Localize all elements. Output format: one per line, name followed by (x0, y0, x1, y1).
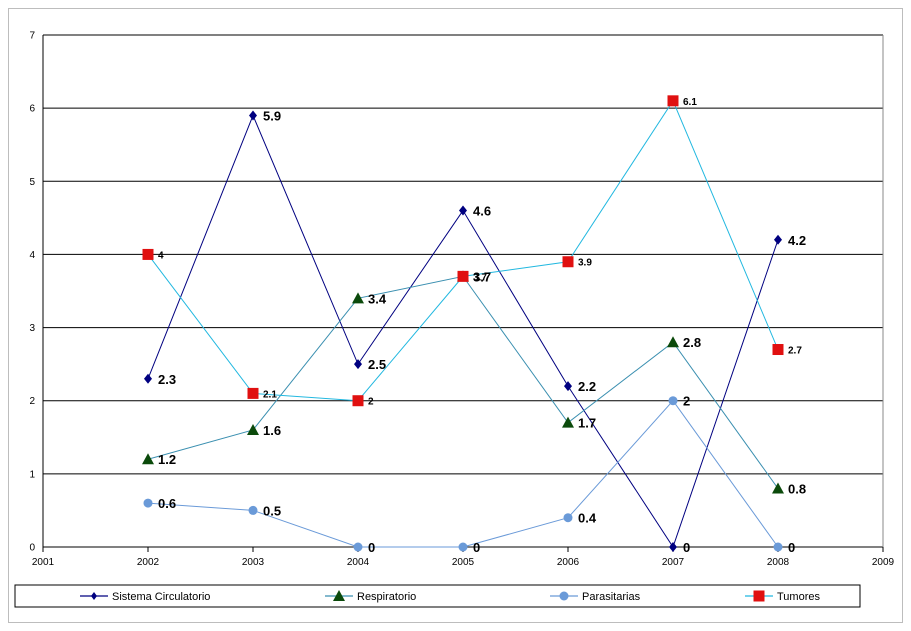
data-label-respiratorio: 1.2 (158, 452, 176, 467)
legend-label-respiratorio: Respiratorio (357, 591, 416, 603)
legend-label-parasitarias: Parasitarias (582, 591, 641, 603)
data-label-respiratorio: 1.6 (263, 423, 281, 438)
y-tick-label: 7 (29, 31, 35, 42)
legend-label-sistema-circulatorio: Sistema Circulatorio (112, 591, 210, 603)
data-label-tumores: 3.9 (578, 258, 592, 269)
gridlines (43, 34, 883, 548)
x-tick-label: 2006 (557, 557, 580, 568)
data-point-respiratorio (667, 336, 679, 348)
x-tick-label: 2008 (767, 557, 790, 568)
legend-marker-sistema-circulatorio (91, 592, 97, 600)
data-label-sistema-circulatorio: 2.5 (368, 357, 386, 372)
data-label-respiratorio: 3.7 (473, 269, 491, 284)
legend: Sistema Circulatorio Respiratorio Parasita… (14, 584, 861, 608)
data-label-tumores: 2.7 (788, 346, 802, 357)
data-point-sistema-circulatorio (669, 542, 677, 552)
legend-marker-tumores (753, 590, 765, 602)
x-tick-label: 2004 (347, 557, 370, 568)
axes (42, 35, 884, 552)
x-tick-label: 2003 (242, 557, 265, 568)
data-label-sistema-circulatorio: 2.3 (158, 372, 176, 387)
data-point-tumores (667, 95, 679, 107)
data-point-tumores (457, 270, 469, 282)
y-tick-label: 6 (29, 104, 35, 115)
data-point-respiratorio (142, 453, 154, 465)
data-label-respiratorio: 0.8 (788, 481, 806, 496)
data-label-tumores: 2.1 (263, 389, 277, 400)
x-tick-label: 2007 (662, 557, 685, 568)
data-point-tumores (562, 256, 574, 268)
data-label-parasitarias: 0 (368, 540, 375, 555)
data-point-parasitarias (668, 396, 678, 406)
data-label-parasitarias: 0 (788, 540, 795, 555)
data-label-sistema-circulatorio: 0 (683, 540, 690, 555)
data-point-sistema-circulatorio (564, 381, 572, 392)
chart-frame (8, 8, 903, 623)
data-point-respiratorio (562, 416, 574, 428)
y-tick-label: 5 (29, 177, 35, 188)
data-point-sistema-circulatorio (354, 359, 362, 370)
data-point-parasitarias (563, 513, 573, 523)
legend-box (14, 584, 861, 608)
data-point-tumores (352, 395, 364, 407)
y-tick-label: 2 (29, 396, 35, 407)
y-tick-labels: 0 1 2 3 4 5 6 7 (29, 31, 35, 554)
data-label-respiratorio: 3.4 (368, 291, 387, 306)
series-line-sistema-circulatorio (147, 114, 779, 549)
x-tick-label: 2009 (872, 557, 895, 568)
series-line-respiratorio (147, 275, 779, 489)
data-point-tumores (142, 248, 154, 260)
data-label-respiratorio: 2.8 (683, 335, 701, 350)
x-tick-label: 2005 (452, 557, 475, 568)
series-line-tumores (147, 99, 779, 402)
legend-marker-parasitarias (559, 591, 569, 601)
data-label-parasitarias: 0.5 (263, 503, 281, 518)
y-tick-label: 3 (29, 323, 35, 334)
data-label-respiratorio: 1.7 (578, 416, 596, 431)
data-point-parasitarias (458, 542, 468, 552)
legend-label-tumores: Tumores (777, 591, 820, 603)
data-label-tumores: 2 (368, 397, 374, 408)
legend-marker-respiratorio (333, 590, 345, 601)
data-point-sistema-circulatorio (144, 373, 152, 384)
data-label-sistema-circulatorio: 4.6 (473, 204, 491, 219)
x-tick-label: 2001 (32, 557, 55, 568)
data-label-parasitarias: 0 (473, 540, 480, 555)
data-point-parasitarias (353, 542, 363, 552)
data-point-sistema-circulatorio (774, 234, 782, 245)
y-tick-label: 1 (29, 469, 35, 480)
data-point-respiratorio (247, 423, 259, 435)
data-point-respiratorio (352, 292, 364, 304)
data-point-tumores (247, 387, 259, 399)
data-point-tumores (772, 344, 784, 356)
data-label-tumores: 4 (158, 250, 164, 261)
data-point-sistema-circulatorio (249, 110, 257, 121)
data-label-parasitarias: 0.4 (578, 511, 597, 526)
x-tick-labels: 2001 2002 2003 2004 2005 2006 2007 2008 2009 (32, 557, 895, 568)
data-label-parasitarias: 0.6 (158, 496, 176, 511)
data-label-tumores: 3.7 (473, 272, 487, 283)
y-tick-label: 4 (29, 250, 35, 261)
data-label-parasitarias: 2 (683, 394, 690, 409)
data-point-parasitarias (248, 505, 258, 515)
data-label-sistema-circulatorio: 4.2 (788, 233, 806, 248)
data-point-parasitarias (143, 498, 153, 508)
data-label-sistema-circulatorio: 2.2 (578, 379, 596, 394)
series-layer (142, 95, 784, 552)
data-labels: 2.3 5.9 2.5 4.6 2.2 0 4.2 1.2 1.6 3.4 3.7 1.7 2.8 0.8… (158, 97, 806, 555)
data-point-respiratorio (772, 482, 784, 494)
data-label-tumores: 6.1 (683, 97, 697, 108)
data-label-sistema-circulatorio: 5.9 (263, 108, 281, 123)
data-point-sistema-circulatorio (459, 205, 467, 216)
data-point-parasitarias (773, 542, 783, 552)
x-tick-label: 2002 (137, 557, 160, 568)
y-tick-label: 0 (29, 543, 35, 554)
